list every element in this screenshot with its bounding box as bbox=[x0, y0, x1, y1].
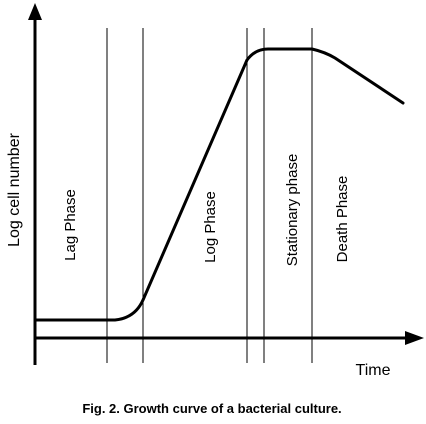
growth-curve bbox=[33, 47, 405, 322]
figure-caption: Fig. 2. Growth curve of a bacterial cult… bbox=[82, 401, 341, 416]
phase-label-stationary: Stationary phase bbox=[284, 154, 301, 267]
y-axis-label: Log cell number bbox=[6, 132, 23, 247]
x-axis-label: Time bbox=[356, 362, 391, 379]
y-axis-arrowhead bbox=[28, 3, 42, 20]
phase-label-log: Log Phase bbox=[202, 191, 219, 263]
phase-label-lag: Lag Phase bbox=[62, 189, 79, 261]
x-axis-arrowhead bbox=[405, 331, 424, 345]
phase-label-death: Death Phase bbox=[334, 176, 351, 263]
